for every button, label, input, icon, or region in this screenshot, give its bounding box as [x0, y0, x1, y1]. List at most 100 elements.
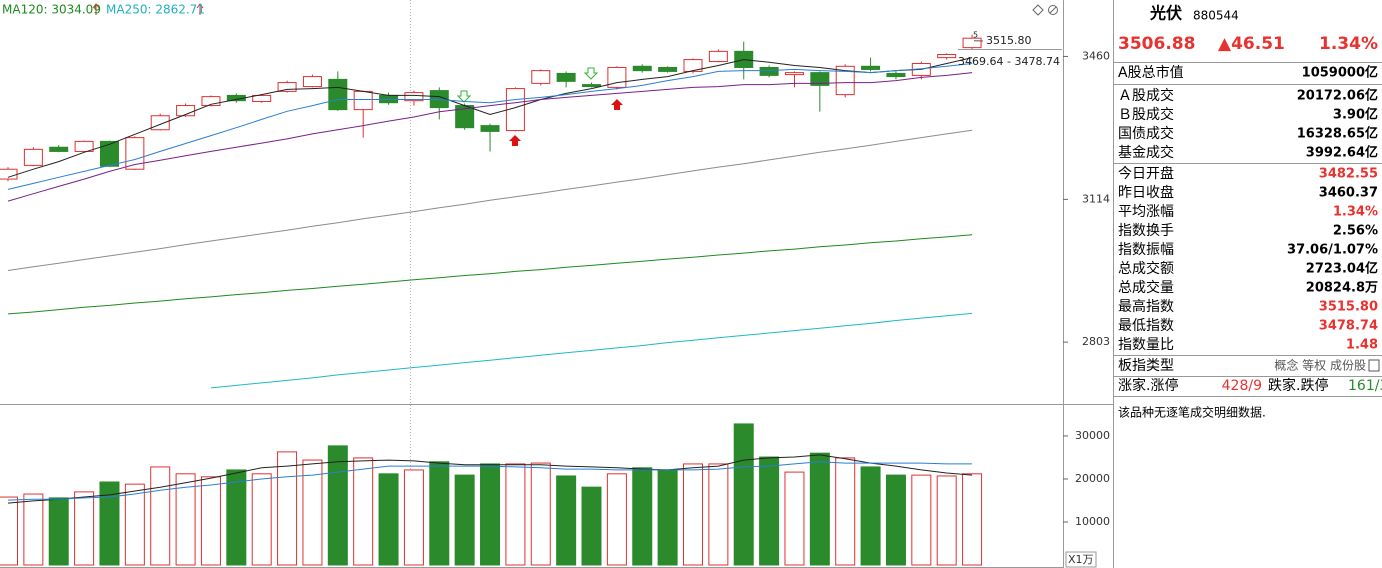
ma-line: [7, 461, 973, 501]
option-icon[interactable]: [1048, 5, 1058, 15]
volume-bar: [23, 493, 44, 566]
volume-bar: [733, 423, 754, 566]
y-tick-label: 3114: [1082, 192, 1110, 205]
stat-label: 基金成交: [1118, 144, 1174, 161]
volume-bar: [936, 475, 957, 566]
sell-signal: [456, 90, 472, 103]
annotation: 3515.80: [986, 34, 1032, 47]
buy-signal: [509, 135, 521, 146]
volume-bar: [530, 462, 551, 566]
volume-bar: [885, 474, 906, 566]
volume-bar: [556, 475, 577, 566]
candle-body: [886, 72, 906, 78]
candle-body: [125, 137, 145, 170]
board-type-value[interactable]: 概念 等权 成份股: [1274, 358, 1366, 373]
stat-label: Ａ股成交: [1118, 87, 1174, 104]
option-icon-slash: [1049, 6, 1057, 14]
stock-name: 光伏: [1149, 4, 1182, 23]
volume-bar: [378, 473, 399, 566]
up-count-label: 涨家.涨停: [1118, 377, 1178, 394]
candle-body: [861, 65, 881, 70]
volume-bar: [429, 461, 450, 566]
candle-body: [632, 65, 652, 72]
board-type-label: 板指类型: [1118, 358, 1174, 374]
candle-body: [328, 78, 348, 111]
sell-signal: [583, 67, 599, 80]
stat-value: 1.48: [1346, 338, 1378, 353]
candle-body: [582, 84, 602, 88]
stat-label: A股总市值: [1118, 64, 1184, 81]
stat-value: 3992.64亿: [1306, 145, 1378, 161]
volume-bar: [302, 459, 323, 566]
volume-bar: [124, 483, 145, 566]
candle-body: [23, 148, 43, 166]
volume-bar: [226, 469, 247, 566]
y-tick-label: 10000: [1075, 515, 1110, 528]
volume-bar: [48, 497, 69, 566]
stat-label: 最高指数: [1118, 298, 1174, 315]
stat-value: 16328.65亿: [1297, 126, 1378, 142]
volume-bar: [99, 481, 120, 566]
ma-line: [7, 129, 973, 271]
candle-body: [759, 66, 779, 76]
volume-bar: [606, 473, 627, 566]
volume-bar: [74, 491, 95, 566]
candle-body: [74, 140, 94, 152]
y-tick-label: 30000: [1075, 429, 1110, 442]
candle-body: [962, 37, 982, 49]
candle-body: [683, 59, 703, 72]
stat-label: 今日开盘: [1118, 165, 1174, 182]
volume-bar: [708, 463, 729, 566]
candle-body: [277, 82, 297, 92]
stat-value: 3478.74: [1319, 319, 1378, 334]
volume-bar: [200, 476, 221, 566]
stat-value: 3460.37: [1319, 186, 1378, 201]
ma-line: [7, 72, 973, 202]
stat-label: 国债成交: [1118, 125, 1174, 142]
stat-value: 2723.04亿: [1306, 261, 1378, 277]
candle-body: [480, 125, 500, 132]
volume-bar: [277, 451, 298, 566]
stat-label: 总成交额: [1118, 260, 1174, 277]
candle-body: [708, 50, 728, 63]
volume-bar: [962, 473, 983, 566]
note: 该品种无逐笔成交明细数据.: [1118, 405, 1266, 420]
y-tick-label: 2803: [1082, 335, 1110, 348]
volume-bar: [454, 474, 475, 566]
unit-box: [1065, 551, 1097, 568]
diamond-icon[interactable]: [1032, 4, 1044, 16]
stat-value: 37.06/1.07%: [1287, 243, 1378, 258]
ma-line: [7, 57, 973, 178]
stock-code: 880544: [1193, 9, 1239, 23]
candle-body: [201, 96, 221, 107]
volume-bar: [784, 471, 805, 566]
volume-bar: [505, 463, 526, 566]
legend-arrow: [92, 3, 100, 15]
volume-bar: [175, 473, 196, 566]
up-count: 428/9: [1222, 378, 1262, 394]
candle-body: [404, 92, 424, 102]
ma-line: [7, 234, 973, 315]
board-type-icon[interactable]: [1368, 359, 1380, 372]
unit-label: X1万: [1068, 553, 1094, 566]
stat-value: 2.56%: [1333, 224, 1378, 239]
price-change-pct: 1.34%: [1319, 34, 1378, 54]
volume-bar: [911, 474, 932, 566]
stat-label: 平均涨幅: [1118, 204, 1174, 220]
candle-body: [937, 53, 957, 59]
buy-signal: [611, 99, 623, 110]
stat-value: 1059000亿: [1302, 65, 1378, 81]
stat-value: 20824.8万: [1306, 281, 1378, 296]
stat-value: 1.34%: [1333, 205, 1378, 220]
volume-bar: [0, 496, 18, 566]
candle-body: [302, 76, 322, 88]
legend-entry: MA120: 3034.09: [2, 3, 101, 17]
candle-body: [556, 72, 576, 82]
candle-body: [531, 70, 551, 84]
stat-label: Ｂ股成交: [1118, 106, 1174, 123]
stat-label: 指数量比: [1118, 337, 1174, 353]
ma-line: [210, 312, 973, 389]
stat-value: 3.90亿: [1333, 107, 1378, 123]
legend-entry: MA250: 2862.71: [106, 3, 205, 17]
